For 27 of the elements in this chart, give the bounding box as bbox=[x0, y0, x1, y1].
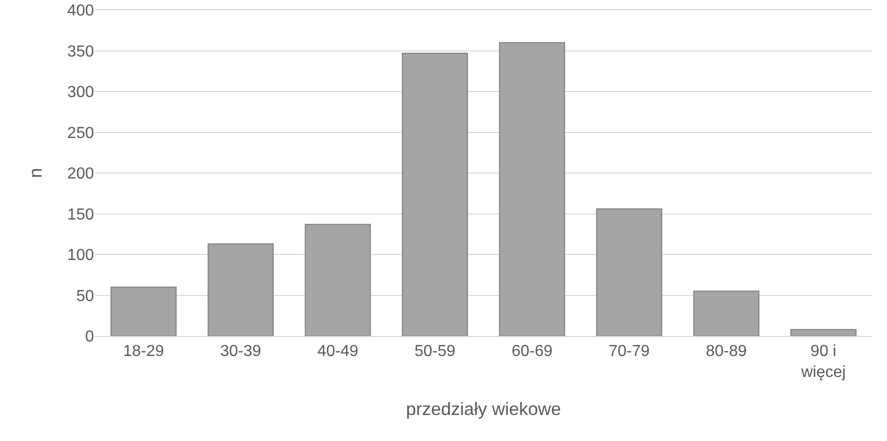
x-axis-title: przedziały wiekowe bbox=[406, 399, 562, 420]
y-tick-label: 50 bbox=[76, 288, 94, 305]
y-tick-label: 100 bbox=[67, 247, 94, 264]
bar bbox=[790, 328, 856, 336]
y-tick-label: 150 bbox=[67, 206, 94, 224]
bar bbox=[499, 42, 566, 336]
x-tick-label: 70-79 bbox=[608, 343, 650, 360]
y-tick-label: 0 bbox=[85, 328, 94, 346]
bar bbox=[110, 286, 177, 336]
x-tick-label: 60-69 bbox=[512, 343, 553, 360]
x-tick-label: 40-49 bbox=[317, 343, 358, 360]
x-tick-label: 90 i więcej bbox=[800, 343, 846, 381]
y-axis-title: n bbox=[25, 168, 46, 178]
x-tick-label: 80-89 bbox=[706, 343, 747, 360]
bar bbox=[402, 52, 468, 336]
y-tick-label: 300 bbox=[67, 84, 94, 102]
bar bbox=[304, 224, 371, 336]
bar bbox=[693, 290, 760, 336]
x-tick-label: 50-59 bbox=[414, 343, 456, 360]
x-tick-label: 18-29 bbox=[123, 343, 164, 360]
x-tick-label: 30-39 bbox=[220, 343, 262, 360]
y-tick-label: 200 bbox=[67, 166, 94, 183]
bar bbox=[596, 208, 662, 336]
bar bbox=[208, 243, 274, 336]
y-tick-label: 250 bbox=[67, 124, 94, 142]
y-tick-label: 350 bbox=[67, 43, 94, 60]
y-tick-label: 400 bbox=[67, 2, 94, 20]
